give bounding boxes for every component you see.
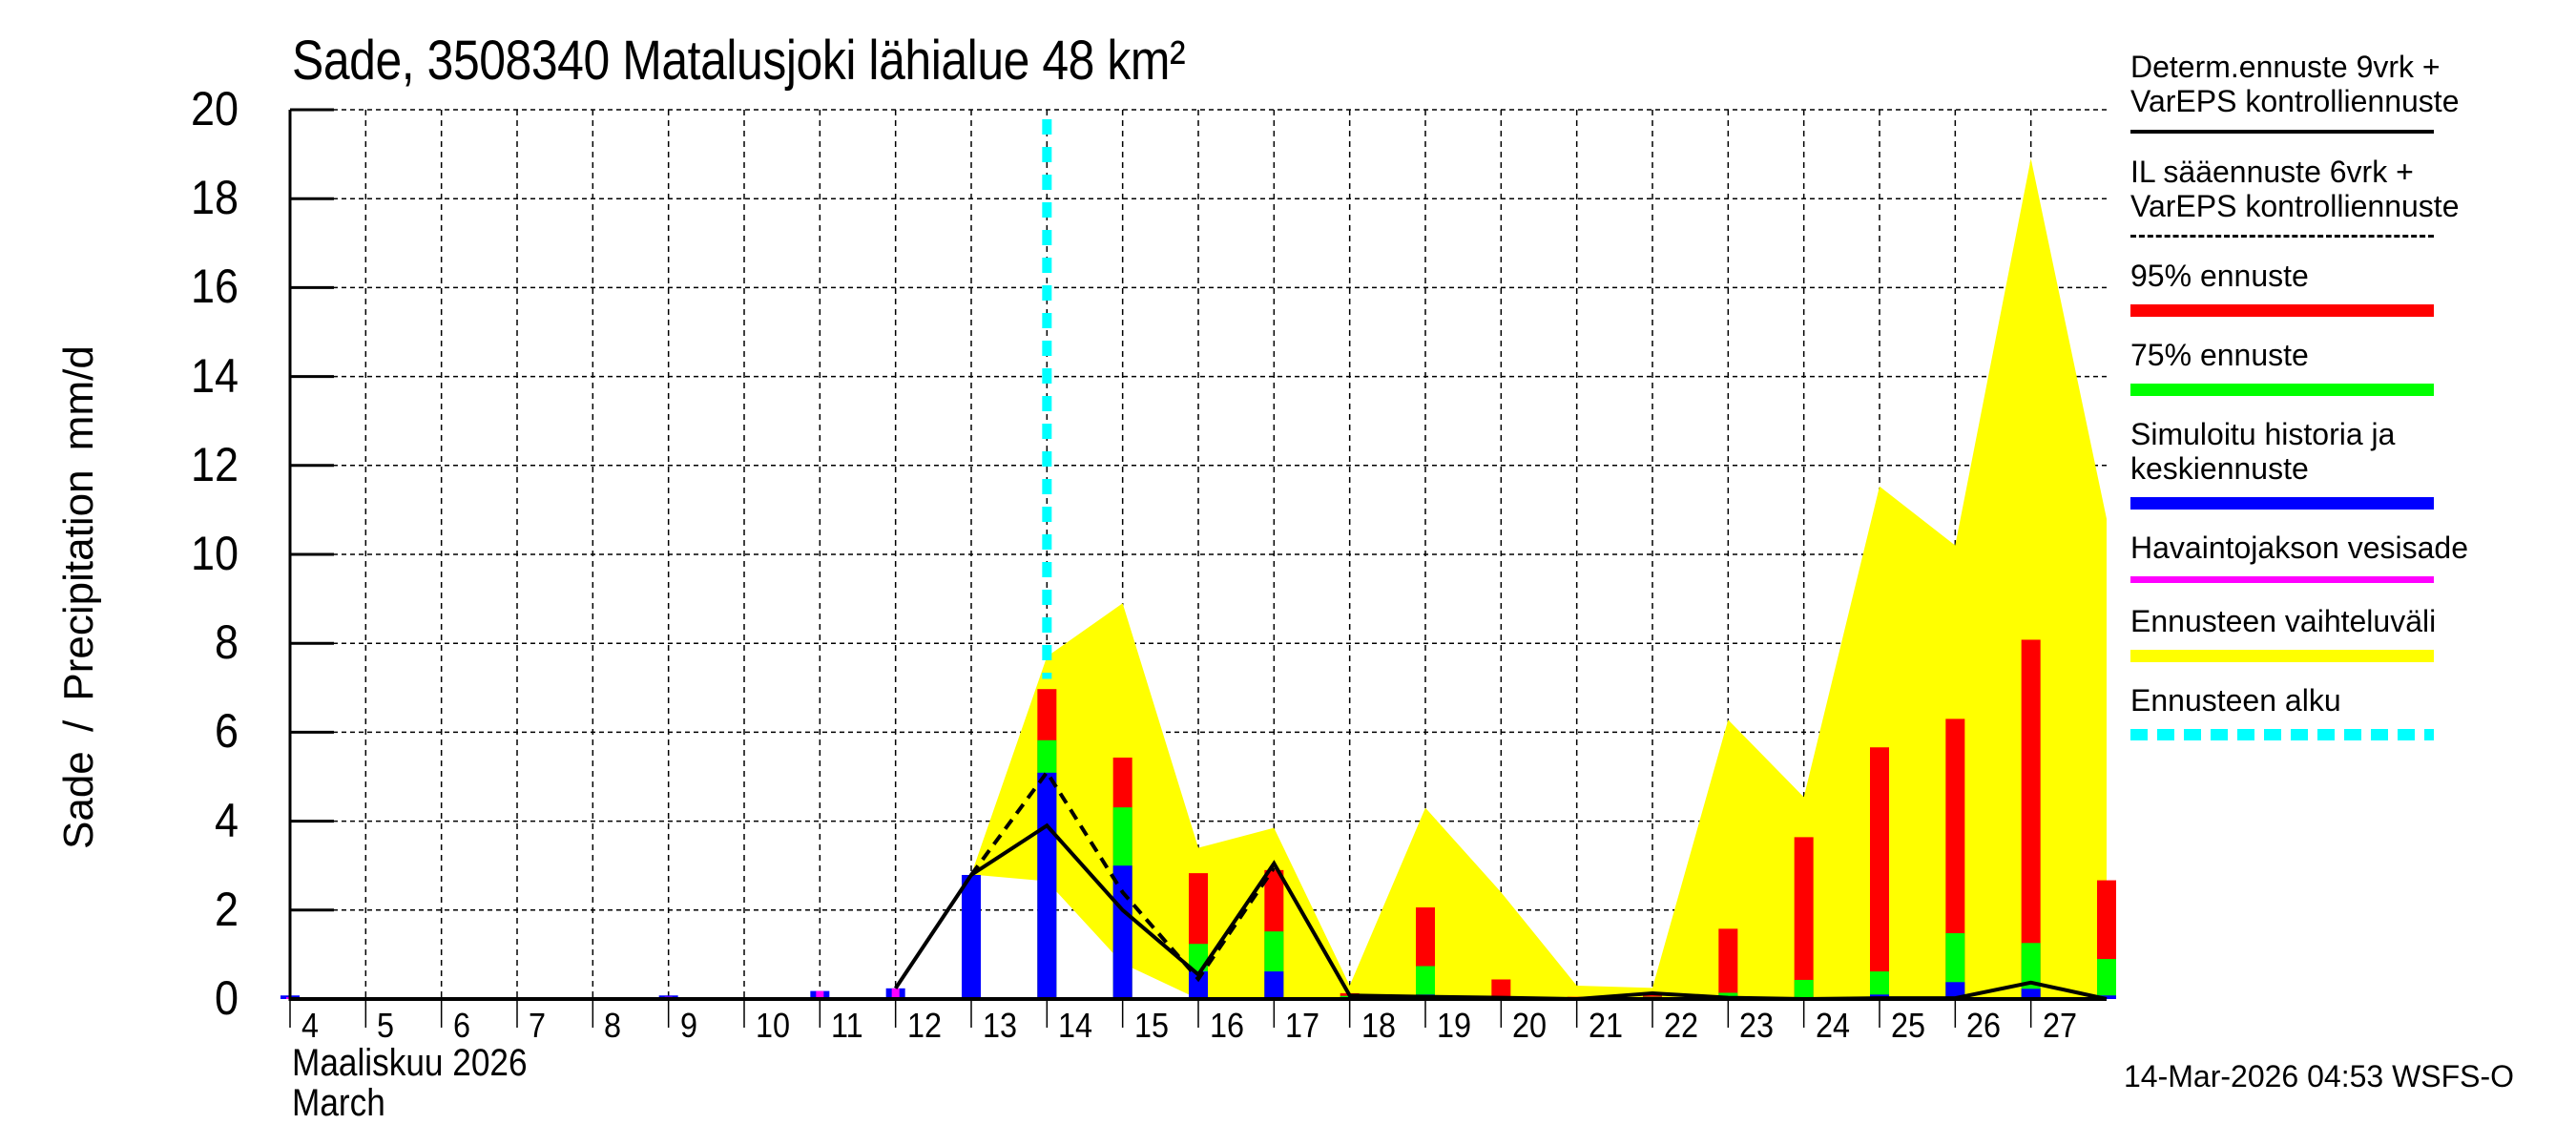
bar-observed (816, 990, 824, 999)
x-tick-label: 24 (1815, 1006, 1850, 1045)
range-polygon (971, 158, 2107, 999)
bar-p95 (1794, 837, 1814, 999)
timestamp-footer: 14-Mar-2026 04:53 WSFS-O (2124, 1059, 2515, 1093)
x-tick-label: 27 (2042, 1006, 2077, 1045)
legend-item: 95% ennuste (2130, 259, 2569, 317)
x-tick-label: 9 (679, 1006, 697, 1045)
legend-item: Simuloitu historia ja keskiennuste (2130, 417, 2569, 510)
legend-swatch-bar (2130, 304, 2434, 317)
bar-p95 (1718, 928, 1738, 999)
legend-swatch-bar (2130, 650, 2434, 662)
bar-p95 (1491, 979, 1511, 999)
legend-swatch-bar (2130, 384, 2434, 396)
legend-swatch-solid-line (2130, 130, 2434, 134)
x-tick-label: 15 (1133, 1006, 1169, 1045)
y-tick-label: 0 (214, 971, 239, 1025)
bar-p75 (1416, 966, 1435, 999)
legend-label: IL sääennuste 6vrk + VarEPS kontrollienn… (2130, 155, 2460, 223)
legend-item: Ennusteen alku (2130, 683, 2569, 740)
bar-median (962, 874, 981, 999)
y-tick-label: 20 (190, 82, 239, 135)
y-tick-label: 14 (190, 348, 239, 403)
y-tick-label: 16 (190, 260, 239, 314)
x-tick-label: 18 (1361, 1006, 1396, 1045)
x-tick-label: 13 (983, 1006, 1018, 1045)
x-tick-label: 11 (831, 1006, 863, 1045)
chart-axes (288, 108, 2107, 1028)
x-tick-label: 6 (452, 1006, 470, 1045)
legend-label: Havaintojakson vesisade (2130, 531, 2468, 565)
bar-p95 (1870, 747, 1889, 999)
chart-title: Sade, 3508340 Matalusjoki lähialue 48 km… (292, 30, 1186, 92)
chart-legend: Determ.ennuste 9vrk + VarEPS kontrollien… (2130, 50, 2569, 761)
legend-item: IL sääennuste 6vrk + VarEPS kontrollienn… (2130, 155, 2569, 238)
month-label-fi: Maaliskuu 2026 (292, 1042, 528, 1084)
legend-item: Havaintojakson vesisade (2130, 531, 2569, 583)
legend-label: Simuloitu historia ja keskiennuste (2130, 417, 2396, 486)
legend-swatch-bar (2130, 497, 2434, 510)
legend-swatch-dashed-line (2130, 235, 2434, 238)
legend-label: Ennusteen alku (2130, 683, 2341, 718)
x-tick-label: 20 (1512, 1006, 1548, 1045)
x-tick-label: 5 (377, 1006, 395, 1045)
x-tick-label: 12 (906, 1006, 942, 1045)
x-tick-label: 23 (1739, 1006, 1775, 1045)
x-tick-label: 16 (1210, 1006, 1245, 1045)
legend-label: 95% ennuste (2130, 259, 2309, 293)
y-tick-label: 6 (214, 704, 239, 759)
y-axis-label: Sade / Precipitation mm/d (55, 345, 102, 849)
x-tick-label: 19 (1437, 1006, 1472, 1045)
bar-median (1037, 772, 1057, 999)
month-label-en: March (292, 1082, 385, 1124)
x-tick-label: 17 (1285, 1006, 1320, 1045)
bar-median (2021, 989, 2041, 999)
x-tick-label: 7 (529, 1006, 547, 1045)
bar-median (1945, 982, 1965, 999)
legend-label: Determ.ennuste 9vrk + VarEPS kontrollien… (2130, 50, 2460, 118)
legend-item: Ennusteen vaihteluväli (2130, 604, 2569, 662)
bar-p75 (1794, 979, 1814, 999)
legend-label: Ennusteen vaihteluväli (2130, 604, 2437, 638)
y-tick-label: 10 (190, 527, 239, 580)
x-tick-label: 10 (756, 1006, 791, 1045)
bar-median (1189, 971, 1208, 999)
x-tick-label: 25 (1891, 1006, 1926, 1045)
dashed-forecast-line (969, 768, 1276, 983)
y-tick-label: 4 (214, 793, 239, 847)
bar-median (1264, 971, 1284, 999)
bar-p75 (2097, 959, 2116, 999)
y-tick-label: 8 (214, 615, 239, 670)
bar-observed (891, 988, 900, 999)
x-tick-label: 22 (1664, 1006, 1699, 1045)
y-tick-label: 2 (214, 882, 239, 936)
bar-p95 (1643, 992, 1662, 999)
y-tick-label: 18 (190, 171, 239, 225)
x-tick-label: 4 (301, 1006, 320, 1045)
x-tick-label: 26 (1966, 1006, 2002, 1045)
bar-median (1112, 865, 1132, 999)
bar-p95 (2021, 639, 2041, 999)
x-tick-label: 21 (1588, 1006, 1623, 1045)
forecast-range-area (971, 158, 2107, 999)
x-tick-label: 14 (1058, 1006, 1093, 1045)
legend-item: Determ.ennuste 9vrk + VarEPS kontrollien… (2130, 50, 2569, 134)
y-tick-label: 12 (190, 437, 239, 491)
legend-item: 75% ennuste (2130, 338, 2569, 396)
bar-p75 (1870, 971, 1889, 999)
x-tick-label: 8 (604, 1006, 622, 1045)
bar-p95 (1945, 718, 1965, 999)
legend-swatch-dotted-line (2130, 729, 2434, 740)
legend-label: 75% ennuste (2130, 338, 2309, 372)
legend-swatch-thin-bar (2130, 576, 2434, 583)
